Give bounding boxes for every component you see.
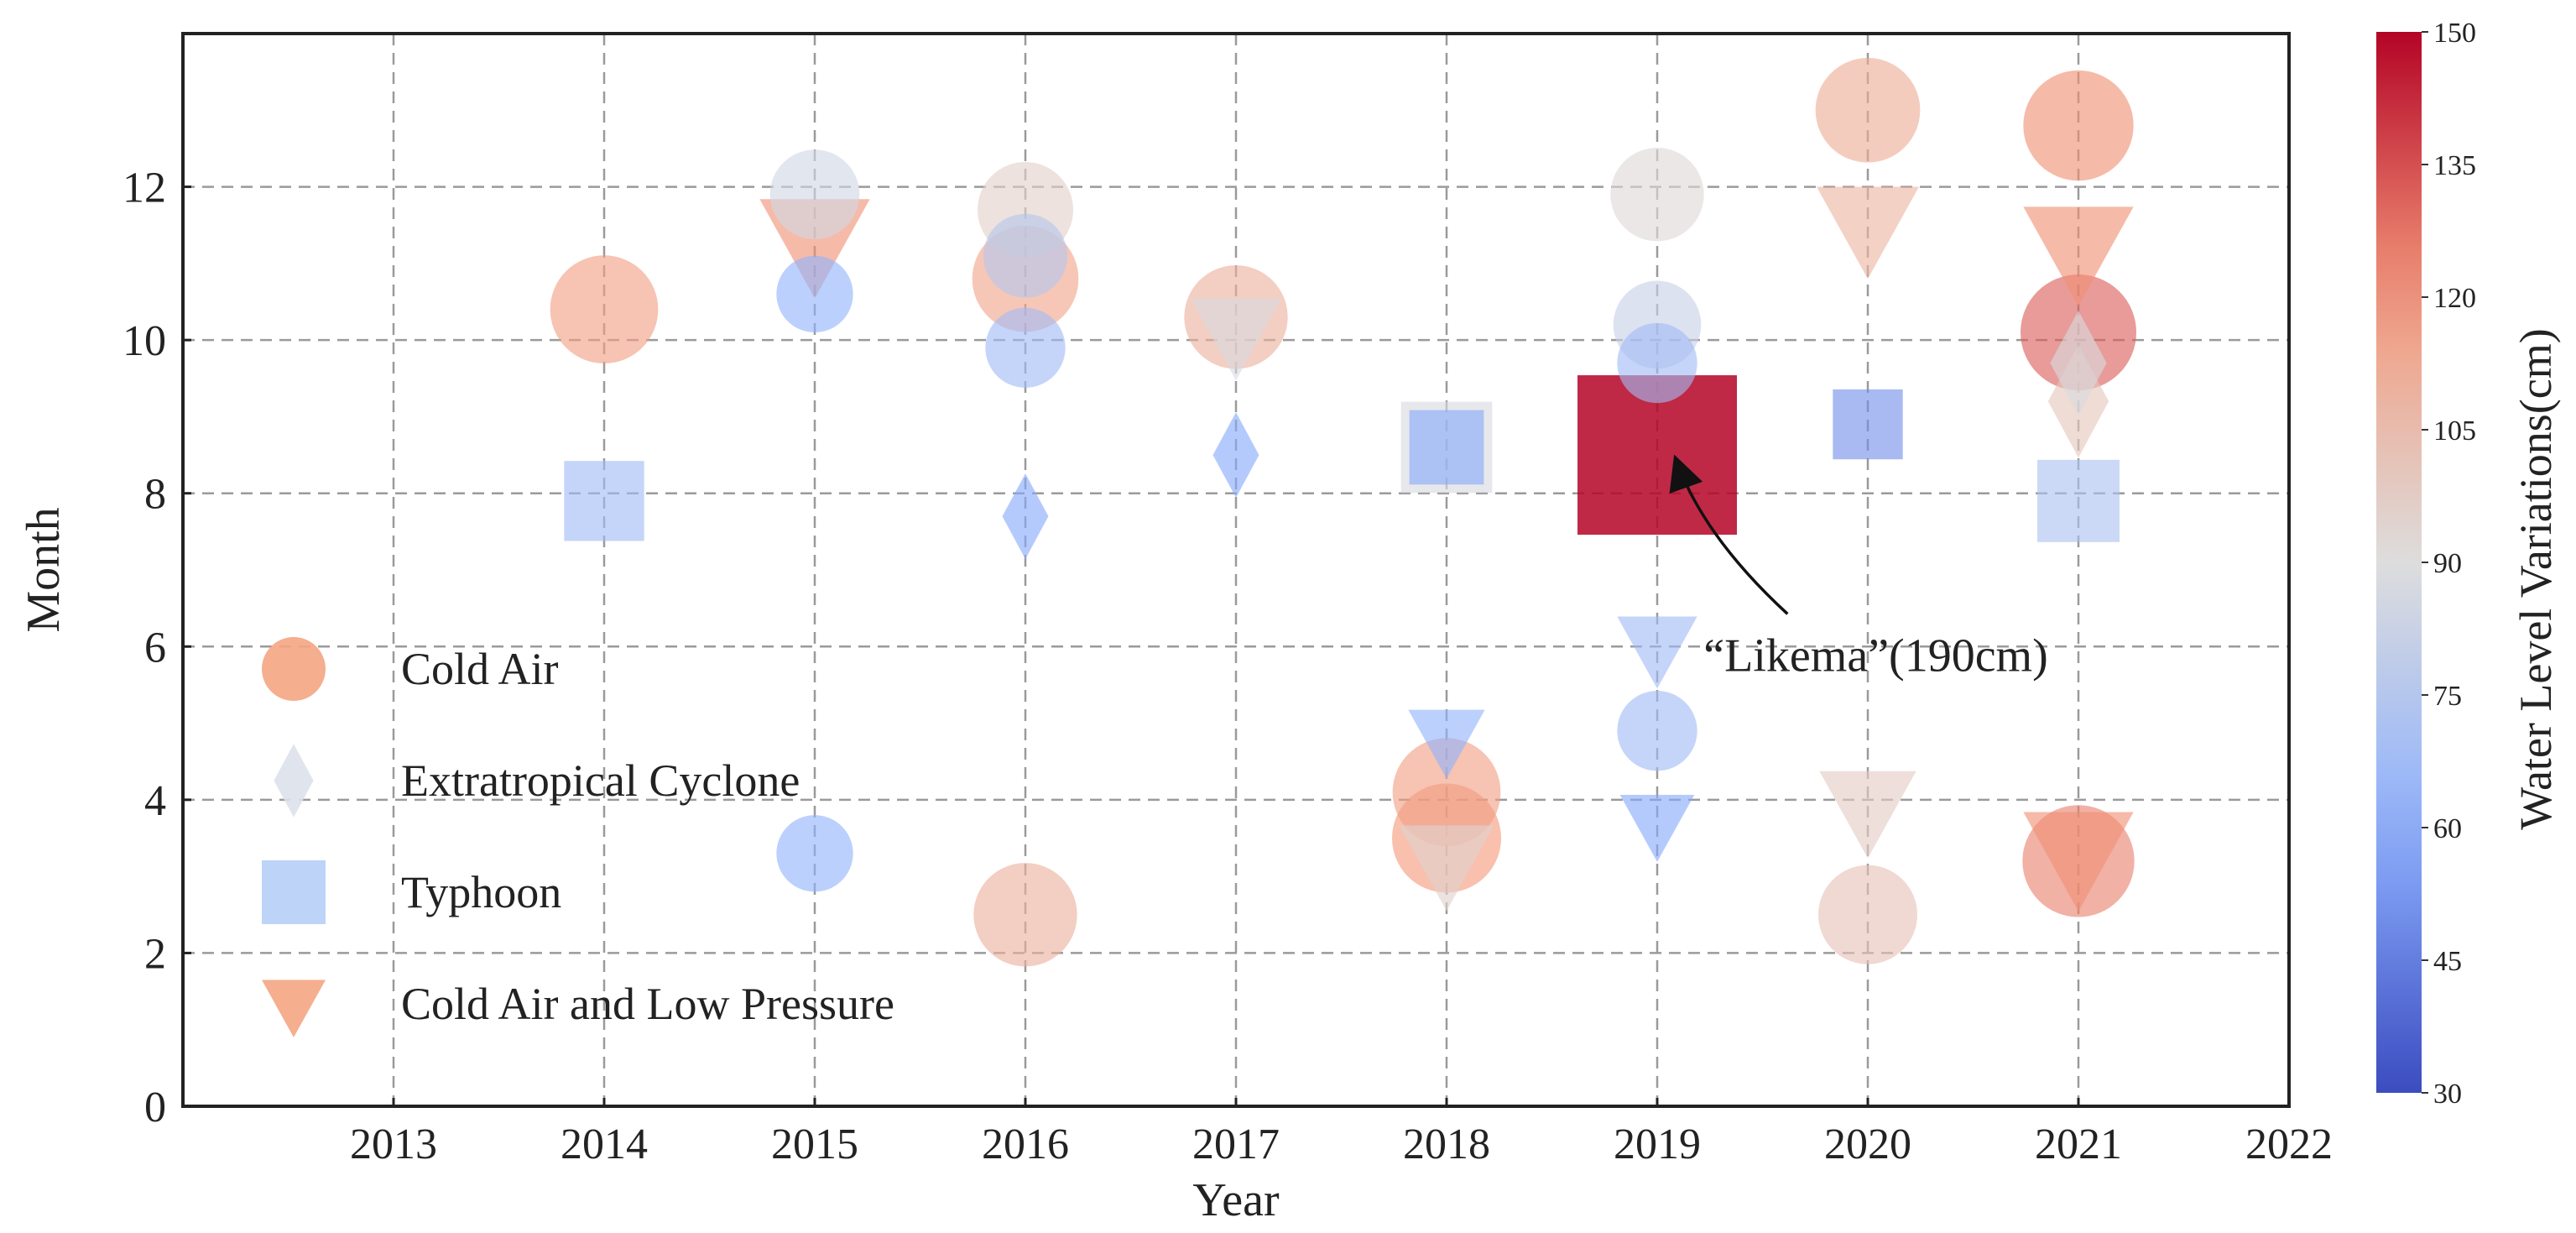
data-point-diamond (1002, 473, 1049, 560)
data-point-circle (1815, 57, 1921, 163)
y-axis-title: Month (18, 507, 70, 632)
colorbar-tick-label: 75 (2433, 681, 2462, 712)
y-tick-label: 12 (123, 165, 166, 212)
data-point-circle (550, 255, 659, 363)
x-tick-layer: 2013 2014 2015 2016 2017 2018 2019 2020 2021 2022 (350, 1098, 2333, 1168)
colorbar-tick-label: 30 (2433, 1079, 2462, 1110)
data-point-circle (769, 149, 860, 240)
data-point-triangle-down (1399, 825, 1494, 912)
data-point-circle (973, 863, 1077, 967)
colorbar-tick-label: 45 (2433, 946, 2462, 977)
data-point-circle (985, 307, 1066, 388)
legend-marker-circle (262, 637, 326, 701)
colorbar-tick-label: 135 (2433, 150, 2476, 181)
x-tick-label: 2015 (771, 1121, 858, 1168)
data-point-circle (1818, 865, 1917, 964)
data-point-triangle-down (1817, 186, 1919, 280)
legend-label: Cold Air (401, 644, 559, 694)
colorbar-tick-label: 90 (2433, 548, 2462, 579)
colorbar-tick-label: 60 (2433, 813, 2462, 844)
data-point-diamond (2050, 311, 2107, 416)
y-tick-label: 0 (144, 1084, 166, 1131)
legend-label: Typhoon (401, 867, 561, 917)
x-tick-label: 2018 (1403, 1121, 1490, 1168)
data-point-triangle-down (1408, 709, 1485, 779)
data-point-triangle-down (1819, 771, 1916, 859)
x-tick-label: 2016 (982, 1121, 1069, 1168)
x-tick-label: 2019 (1614, 1121, 1701, 1168)
data-point-triangle-down (1617, 616, 1697, 689)
y-tick-layer: 0 2 4 6 8 10 12 (123, 165, 191, 1131)
data-point-square (2037, 459, 2120, 542)
annotation-label: “Likema”(190cm) (1703, 630, 2047, 682)
x-axis-title: Year (1192, 1174, 1280, 1226)
grid-layer (183, 34, 2289, 1106)
data-point-diamond (1212, 412, 1259, 499)
data-point-square (1409, 410, 1484, 485)
data-point-circle (1617, 691, 1697, 771)
data-point-circle (1610, 148, 1704, 242)
annotation: “Likema”(190cm) (1669, 454, 2048, 682)
colorbar-title: Water Level Variations(cm) (2511, 328, 2561, 829)
points-layer (550, 57, 2136, 967)
data-point-square (1833, 389, 1903, 460)
legend-label: Extratropical Cyclone (401, 755, 800, 806)
x-tick-label: 2014 (561, 1121, 648, 1168)
annotation-arrow (1669, 454, 1789, 615)
legend: Cold Air Extratropical Cyclone Typhoon Cold… (262, 637, 894, 1037)
data-point-circle (1617, 322, 1697, 404)
colorbar: 30 45 60 75 90 105 120 135 150 Water Level Variat… (2376, 18, 2561, 1110)
y-tick-label: 4 (144, 777, 166, 825)
data-point-triangle-down (1619, 794, 1695, 862)
x-tick-label: 2017 (1192, 1121, 1280, 1168)
y-tick-label: 10 (123, 317, 166, 365)
data-point-circle (776, 815, 853, 892)
y-tick-label: 6 (144, 624, 166, 671)
data-point-circle (2023, 70, 2134, 181)
x-tick-label: 2013 (350, 1121, 437, 1168)
colorbar-tick-label: 105 (2433, 415, 2476, 447)
x-tick-label: 2021 (2035, 1121, 2122, 1168)
x-tick-label: 2020 (1824, 1121, 1911, 1168)
data-point-triangle-down (2023, 812, 2134, 912)
data-point-circle (1392, 738, 1501, 847)
legend-label: Cold Air and Low Pressure (401, 979, 894, 1029)
legend-marker-diamond (274, 744, 314, 818)
legend-marker-triangle-down (262, 980, 326, 1037)
data-point-circle (983, 213, 1067, 298)
data-point-triangle-down (1190, 298, 1282, 381)
colorbar-tick-label: 120 (2433, 283, 2476, 314)
y-tick-label: 2 (144, 930, 166, 978)
data-point-square (564, 461, 644, 541)
colorbar-tick-label: 150 (2433, 18, 2476, 49)
colorbar-gradient (2376, 32, 2422, 1093)
legend-marker-square (262, 860, 326, 924)
data-point-triangle-down (2023, 206, 2134, 306)
data-point-circle (776, 255, 853, 333)
y-tick-label: 8 (144, 471, 166, 519)
x-tick-label: 2022 (2245, 1121, 2333, 1168)
